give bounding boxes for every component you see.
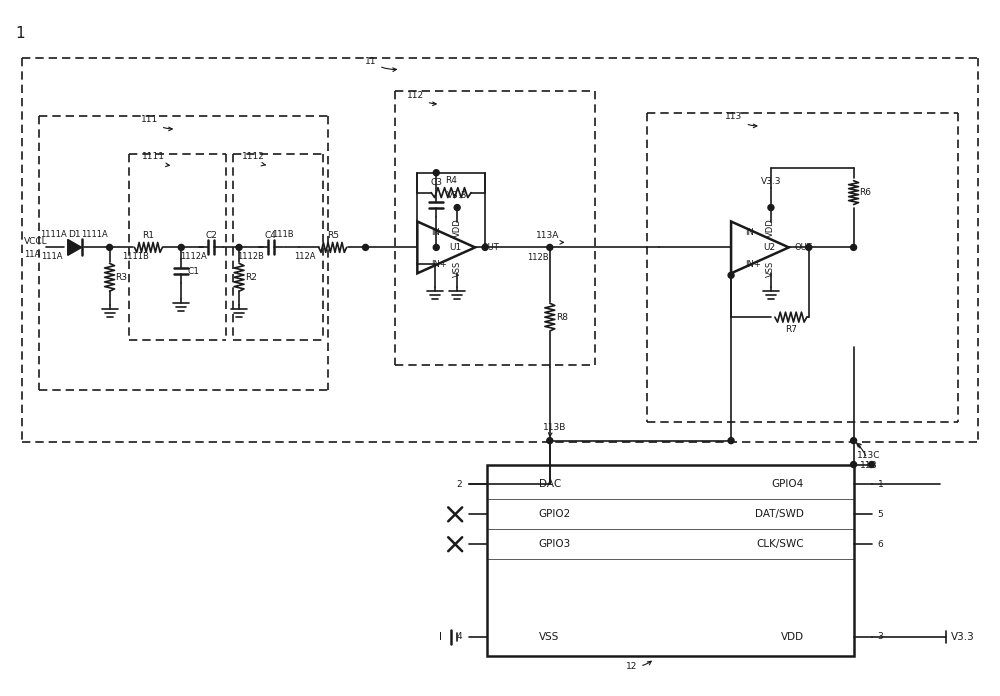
Circle shape — [482, 244, 488, 251]
Text: VDD: VDD — [766, 218, 775, 237]
Text: IN-: IN- — [745, 228, 757, 237]
Text: GPIO2: GPIO2 — [539, 509, 571, 519]
Text: 1111B: 1111B — [122, 252, 149, 261]
Text: 1: 1 — [877, 480, 883, 489]
Circle shape — [433, 170, 439, 175]
Circle shape — [433, 244, 439, 251]
Text: 113C: 113C — [857, 445, 880, 460]
Circle shape — [454, 205, 460, 211]
Text: 1112: 1112 — [242, 152, 265, 166]
Text: C3: C3 — [430, 178, 442, 187]
Text: V3.3: V3.3 — [951, 632, 975, 642]
Text: 113B: 113B — [543, 423, 566, 436]
Text: IN+: IN+ — [745, 260, 761, 269]
Circle shape — [728, 438, 734, 443]
Text: I: I — [439, 632, 442, 642]
Circle shape — [851, 244, 857, 251]
Circle shape — [363, 244, 369, 251]
Text: 112B: 112B — [527, 253, 549, 262]
Text: 3: 3 — [877, 633, 883, 641]
Text: 2: 2 — [457, 480, 462, 489]
Text: VDD: VDD — [453, 218, 462, 237]
Circle shape — [547, 438, 553, 443]
Text: 11B: 11B — [857, 443, 877, 470]
Text: R4: R4 — [445, 176, 457, 185]
Text: IN+: IN+ — [431, 260, 447, 269]
Text: R7: R7 — [785, 324, 797, 333]
Circle shape — [768, 205, 774, 211]
Text: IN-: IN- — [431, 228, 443, 237]
Text: V3.3: V3.3 — [447, 191, 467, 200]
Circle shape — [178, 244, 184, 251]
Text: C4: C4 — [265, 231, 277, 240]
Text: OUT: OUT — [481, 243, 499, 252]
Text: U2: U2 — [763, 243, 775, 252]
Circle shape — [806, 244, 812, 251]
Text: R5: R5 — [327, 231, 339, 240]
Polygon shape — [68, 239, 82, 255]
Polygon shape — [417, 221, 475, 274]
Text: 113A: 113A — [536, 231, 563, 244]
Text: DAT/SWD: DAT/SWD — [755, 509, 804, 519]
Text: D1: D1 — [68, 230, 81, 239]
Text: 1112B: 1112B — [238, 252, 264, 261]
Polygon shape — [731, 221, 789, 274]
Text: DAC: DAC — [539, 480, 561, 489]
Text: 11A: 11A — [24, 250, 40, 259]
Text: 112A: 112A — [294, 252, 316, 261]
Text: C2: C2 — [205, 231, 217, 240]
Text: GPIO3: GPIO3 — [539, 539, 571, 549]
Circle shape — [547, 244, 553, 251]
Text: GPIO4: GPIO4 — [772, 480, 804, 489]
Text: 1111A: 1111A — [40, 230, 67, 239]
Text: 111A: 111A — [41, 252, 63, 261]
Text: VDD: VDD — [781, 632, 804, 642]
Text: 112: 112 — [407, 90, 436, 106]
Text: 111B: 111B — [272, 230, 294, 239]
Text: 11: 11 — [365, 56, 396, 72]
Text: R1: R1 — [142, 231, 154, 240]
Text: 113: 113 — [725, 113, 757, 128]
Text: 6: 6 — [877, 539, 883, 548]
Text: 1112A: 1112A — [180, 252, 207, 261]
Text: R2: R2 — [245, 273, 257, 282]
Text: VSS: VSS — [539, 632, 559, 642]
Bar — [487, 464, 854, 656]
Text: V3.3: V3.3 — [761, 177, 781, 186]
Text: 4: 4 — [457, 633, 462, 641]
Circle shape — [851, 438, 857, 443]
Text: R8: R8 — [556, 313, 568, 322]
Circle shape — [107, 244, 113, 251]
Text: U1: U1 — [449, 243, 461, 252]
Text: 12: 12 — [626, 661, 651, 671]
Text: 1111A: 1111A — [81, 230, 108, 239]
Text: OUT: OUT — [795, 243, 813, 252]
Text: 111: 111 — [141, 116, 172, 131]
Text: 1111: 1111 — [142, 152, 169, 166]
Text: VCCL: VCCL — [24, 237, 48, 246]
Text: R3: R3 — [116, 273, 128, 282]
Circle shape — [236, 244, 242, 251]
Circle shape — [869, 461, 874, 468]
Text: 5: 5 — [877, 510, 883, 519]
Circle shape — [851, 461, 857, 468]
Text: VSS: VSS — [453, 261, 462, 278]
Circle shape — [728, 272, 734, 278]
Text: CLK/SWC: CLK/SWC — [756, 539, 804, 549]
Text: R6: R6 — [860, 188, 872, 197]
Text: VSS: VSS — [766, 261, 775, 278]
Text: 1: 1 — [15, 26, 25, 41]
Text: C1: C1 — [187, 267, 199, 276]
